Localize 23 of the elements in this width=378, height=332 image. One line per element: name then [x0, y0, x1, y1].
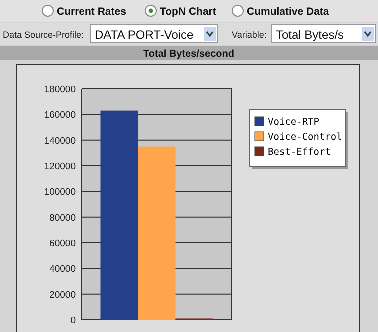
text: DATA PORT-Voice: [95, 28, 194, 42]
y-tick-label: 120000: [44, 162, 76, 172]
y-tick-label: 0: [70, 316, 76, 326]
legend-label: Best-Effort: [268, 147, 331, 158]
text: Current Rates: [57, 6, 127, 18]
legend-label: Voice-Control: [268, 132, 342, 143]
y-tick-label: 80000: [50, 212, 76, 224]
y-tick-label: 160000: [44, 110, 76, 122]
legend-label: Voice-RTP: [268, 117, 320, 128]
y-tick-label: 100000: [44, 187, 76, 198]
y-tick-label: 40000: [50, 264, 76, 276]
bar: [100, 110, 138, 320]
text: Variable:: [232, 30, 267, 40]
y-tick-label: 20000: [50, 290, 76, 301]
y-tick-label: 180000: [44, 84, 76, 96]
text: Cumulative Data: [247, 6, 330, 18]
source-note: Data Source-Profile:: [3, 30, 84, 40]
chart-title: Total Bytes/second: [144, 49, 234, 60]
y-tick-label: 140000: [44, 136, 76, 147]
text: Total Bytes/s: [276, 28, 344, 42]
bar: [138, 146, 176, 320]
y-tick-label: 60000: [50, 238, 76, 250]
text: TopN Chart: [160, 6, 217, 18]
